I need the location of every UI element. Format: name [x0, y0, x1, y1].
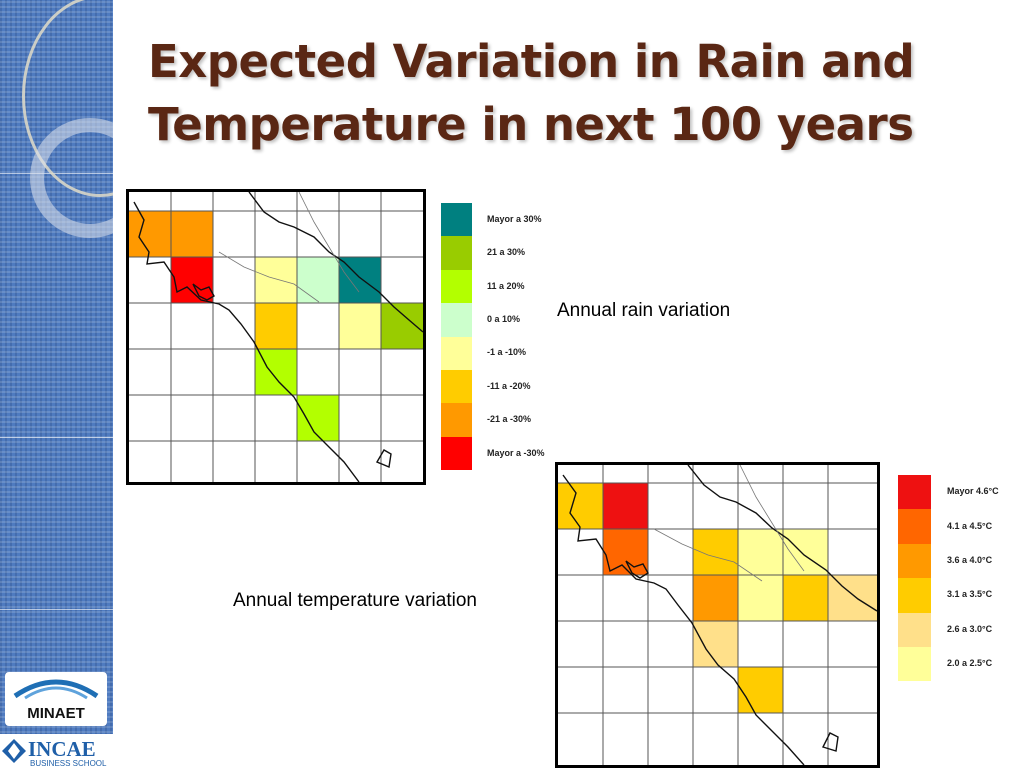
temperature-map-coastline [562, 465, 877, 765]
temperature-map-grid [558, 465, 877, 765]
legend-label: 21 a 30% [487, 247, 526, 258]
legend-swatch [441, 303, 472, 337]
rain-caption: Annual rain variation [557, 300, 731, 321]
legend-label: 2.6 a 3.0°C [947, 623, 993, 634]
legend-swatch [898, 475, 931, 510]
legend-swatch [441, 370, 472, 404]
legend-label: -21 a -30% [487, 414, 532, 425]
temperature-caption: Annual temperature variation [233, 590, 477, 611]
temperature-variation-map [555, 462, 880, 768]
legend-swatch [898, 543, 931, 579]
legend-swatch [441, 403, 472, 437]
rain-legend: Mayor a 30% 21 a 30% 11 a 20% 0 a 10% -1 a -… [441, 203, 561, 471]
incae-logo-subtext: BUSINESS SCHOOL [30, 759, 107, 768]
temperature-legend: Mayor 4.6°C 4.1 a 4.5°C 3.6 a 4.0°C 3.1 a 3… [898, 475, 1018, 682]
legend-swatch [898, 578, 931, 613]
legend-swatch [441, 236, 472, 270]
slide-title: Expected Variation in Rain and Temperatu… [148, 30, 1008, 156]
minaet-logo: MINAET [5, 672, 107, 726]
temperature-map-borders [653, 465, 805, 582]
legend-swatch [441, 203, 472, 237]
legend-label: Mayor 4.6°C [947, 486, 999, 497]
rain-variation-map [126, 189, 426, 485]
legend-swatch [898, 647, 931, 682]
rain-map-graphic [129, 192, 423, 482]
legend-swatch [898, 509, 931, 544]
incae-logo-graphic: INCAE BUSINESS SCHOOL [2, 737, 107, 768]
temperature-map-cells [558, 483, 877, 713]
minaet-logo-graphic: MINAET [13, 679, 99, 722]
legend-label: Mayor a 30% [487, 213, 542, 224]
legend-label: 11 a 20% [487, 280, 525, 291]
temperature-map-graphic [558, 465, 877, 765]
rain-map-coastline [133, 192, 423, 482]
decorative-sidebar [0, 0, 113, 768]
legend-label: 0 a 10% [487, 313, 521, 324]
sidebar-divider [0, 609, 113, 610]
rain-map-grid [129, 192, 423, 482]
sidebar-divider [0, 437, 113, 438]
title-line-1: Expected Variation in Rain and [148, 35, 915, 88]
incae-logo-text: INCAE [28, 737, 96, 761]
legend-label: -11 a -20% [487, 380, 531, 391]
legend-swatch [441, 269, 472, 304]
rain-map-borders [218, 192, 360, 303]
minaet-logo-text: MINAET [27, 705, 85, 722]
legend-swatch [441, 436, 472, 471]
legend-label: 3.1 a 3.5°C [947, 589, 993, 600]
legend-swatch [441, 336, 472, 370]
incae-logo: INCAE BUSINESS SCHOOL [0, 734, 113, 768]
incae-logo-mark [2, 739, 26, 763]
legend-label: -1 a -10% [487, 347, 527, 358]
legend-label: 4.1 a 4.5°C [947, 520, 993, 531]
title-line-2: Temperature in next 100 years [148, 98, 914, 151]
legend-swatch [898, 612, 931, 647]
legend-label: 3.6 a 4.0°C [947, 555, 993, 565]
legend-label: Mayor a -30% [487, 447, 545, 458]
legend-label: 2.0 a 2.5°C [947, 658, 993, 669]
rain-map-cells [129, 211, 423, 441]
